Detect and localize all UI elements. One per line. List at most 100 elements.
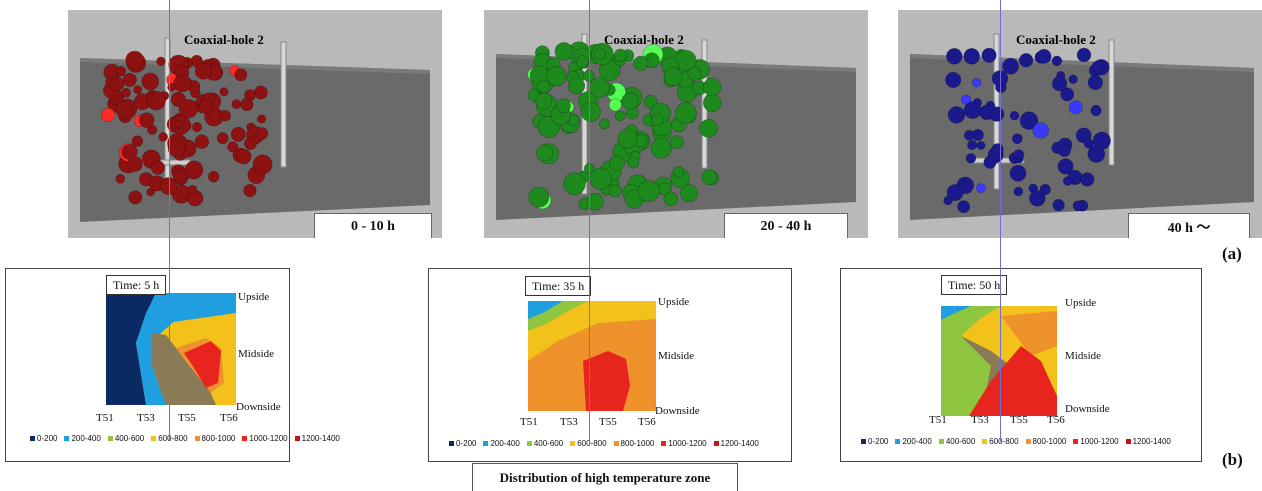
- particle-bubble: [703, 93, 722, 112]
- panel-1-midside-label: Midside: [238, 348, 275, 360]
- particle-bubble: [1060, 87, 1075, 102]
- particle-bubble: [679, 184, 698, 203]
- panel-1-tick-t55: T55: [178, 412, 196, 424]
- particle-bubble: [614, 110, 626, 122]
- particle-bubble: [983, 155, 997, 169]
- particle-bubble: [1057, 158, 1074, 175]
- contour-map-2: [528, 301, 656, 411]
- particle-bubble: [1062, 176, 1073, 186]
- legend-item: 600-800: [570, 439, 607, 448]
- particle-bubble: [121, 88, 131, 98]
- particle-bubble: [1068, 74, 1078, 84]
- legend-swatch: [294, 436, 300, 441]
- legend-item: 200-400: [895, 437, 932, 446]
- panel-2-midside-label: Midside: [658, 350, 695, 362]
- particle-bubble: [1029, 190, 1046, 207]
- particle-bubble: [580, 101, 601, 122]
- particle-bubble: [617, 128, 638, 149]
- particle-bubble: [608, 98, 622, 112]
- particle-bubble: [991, 143, 1004, 156]
- legend-label: 0-200: [37, 434, 58, 443]
- particle-bubble: [1087, 74, 1103, 91]
- particle-bubble: [1091, 60, 1105, 74]
- particle-bubble: [946, 48, 963, 65]
- legend-swatch: [938, 439, 944, 444]
- legend-item: 1000-1200: [661, 439, 707, 448]
- panel-2-tick-t56: T56: [638, 416, 656, 428]
- particle-bubble: [945, 71, 962, 88]
- particle-bubble: [536, 79, 551, 94]
- particle-bubble: [675, 102, 697, 124]
- legend-swatch: [895, 439, 901, 444]
- legend-swatch: [151, 436, 157, 441]
- particle-bubble: [150, 160, 166, 175]
- particle-bubble: [219, 87, 229, 97]
- particle-bubble: [252, 154, 273, 175]
- particle-bubble: [556, 98, 571, 114]
- legend-item: 800-1000: [1025, 437, 1066, 446]
- legend-swatch: [613, 441, 619, 446]
- particle-bubble: [219, 109, 231, 122]
- legend-item: 600-800: [151, 434, 188, 443]
- panel-1-downside-label: Downside: [236, 401, 281, 413]
- legend-swatch: [107, 436, 113, 441]
- panel-2-tick-t55: T55: [599, 416, 617, 428]
- particle-bubble: [243, 184, 257, 198]
- particle-bubble: [699, 119, 718, 138]
- legend-label: 600-800: [158, 434, 188, 443]
- scene-2-time-box: 20 - 40 h: [724, 213, 848, 238]
- particle-bubble: [976, 183, 986, 193]
- particle-bubble: [687, 66, 702, 81]
- particle-bubble: [963, 101, 982, 119]
- scene-3-title: Coaxial-hole 2: [1016, 32, 1096, 47]
- legend-swatch: [194, 436, 200, 441]
- legend-swatch: [713, 441, 719, 446]
- legend-item: 600-800: [982, 437, 1019, 446]
- legend-swatch: [1125, 439, 1131, 444]
- particle-bubble: [231, 99, 242, 109]
- panel-2-legend: 0-200 200-400 400-600 600-800 800-1000 1000-1…: [449, 439, 759, 448]
- scene-1-title: Coaxial-hole 2: [184, 32, 264, 47]
- particle-bubble: [633, 55, 649, 72]
- particle-bubble: [991, 70, 1009, 87]
- label-a: (a): [1222, 244, 1242, 263]
- particle-bubble: [139, 112, 155, 128]
- particle-bubble: [158, 132, 168, 142]
- contour-panel-1: Time: 5 h Upside Midside Downside T51 T5…: [5, 268, 340, 462]
- panel-2-tick-t51: T51: [520, 416, 538, 428]
- particle-bubble: [946, 184, 964, 202]
- particle-bubble: [608, 155, 625, 172]
- alignment-line-3: [1000, 0, 1001, 442]
- legend-swatch: [661, 441, 667, 446]
- particle-bubble: [650, 113, 664, 127]
- particle-bubble: [963, 130, 975, 141]
- scene-3-time-box: 40 h ～: [1128, 213, 1250, 238]
- particle-bubble: [240, 97, 254, 112]
- particle-bubble: [194, 62, 212, 80]
- particle-bubble: [121, 144, 138, 160]
- particle-bubble: [608, 184, 622, 198]
- particle-bubble: [669, 135, 684, 150]
- particle-bubble: [701, 169, 718, 186]
- particle-bubble: [125, 50, 144, 70]
- particle-bubble: [141, 72, 159, 91]
- panel-3-legend: 0-200 200-400 400-600 600-800 800-1000 1000-1…: [861, 437, 1171, 446]
- label-b: (b): [1222, 450, 1243, 469]
- particle-bubble: [192, 122, 203, 133]
- legend-label: 800-1000: [201, 434, 236, 443]
- particle-bubble: [963, 48, 980, 65]
- particle-bubble: [1090, 104, 1102, 117]
- panel-1-tick-t51: T51: [96, 412, 114, 424]
- particle-bubble: [965, 153, 977, 164]
- legend-item: 1200-1400: [294, 434, 340, 443]
- particle-bubble: [227, 141, 239, 153]
- particle-bubble: [208, 171, 220, 183]
- legend-label: 1200-1400: [1132, 437, 1171, 446]
- figure-caption: Distribution of high temperature zone: [472, 463, 738, 491]
- particle-bubble: [146, 90, 166, 111]
- particle-bubble: [133, 85, 143, 95]
- particle-bubble: [159, 177, 178, 195]
- particle-bubble: [971, 77, 982, 88]
- particle-bubble: [1019, 53, 1034, 68]
- panel-1-legend: 0-200 200-400 400-600 600-800 800-1000 1000-1…: [30, 434, 340, 443]
